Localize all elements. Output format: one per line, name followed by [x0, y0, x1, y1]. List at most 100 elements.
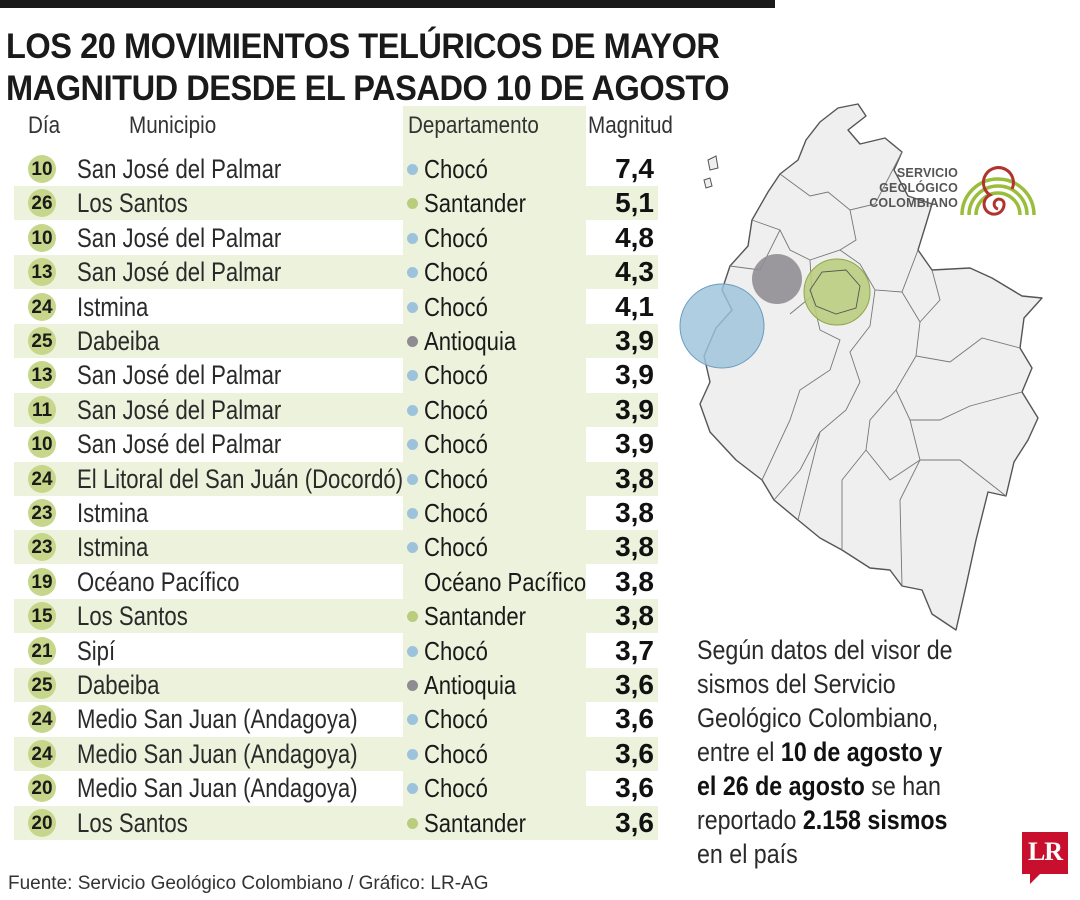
department-dot — [407, 611, 418, 623]
table-row: 23 Istmina Chocó 3,8 — [0, 496, 660, 530]
departamento-cell: Santander — [424, 807, 526, 838]
lr-logo-text: LR — [1027, 837, 1063, 866]
magnitud-cell: 5,1 — [615, 187, 654, 219]
column-header-municipio: Municipio — [129, 112, 217, 139]
day-badge: 24 — [28, 705, 56, 734]
colombia-map — [679, 103, 1043, 631]
department-dot — [407, 301, 418, 313]
magnitud-cell: 3,7 — [615, 634, 654, 666]
department-border-4 — [761, 295, 841, 481]
department-border-9 — [899, 419, 921, 587]
column-header-dia: Día — [28, 112, 61, 139]
department-dot — [407, 542, 418, 554]
table-row: 10 San José del Palmar Chocó 3,9 — [0, 427, 660, 461]
departamento-cell: Chocó — [424, 773, 488, 804]
row-stripe — [14, 530, 658, 565]
sgc-logo-line-1: SERVICIO — [896, 166, 958, 180]
magnitud-cell: 3,6 — [615, 703, 654, 735]
municipio-cell: Sipí — [77, 635, 116, 666]
day-badge: 13 — [28, 361, 56, 390]
day-badge: 13 — [28, 258, 56, 287]
municipio-cell: El Litoral del San Juán (Docordó) — [77, 463, 404, 494]
row-stripe — [14, 255, 658, 290]
magnitud-cell: 3,8 — [615, 462, 654, 494]
table-row: 24 Istmina Chocó 4,1 — [0, 290, 660, 324]
summary-note-text-1: Según datos del visor de sismos del Serv… — [697, 635, 953, 767]
magnitud-cell: 3,9 — [615, 359, 654, 391]
magnitud-cell: 3,6 — [615, 806, 654, 838]
departamento-cell: Chocó — [424, 704, 488, 735]
chart-title: LOS 20 MOVIMIENTOS TELÚRICOS DE MAYOR MA… — [6, 26, 750, 110]
summary-note-text-3: en el país — [697, 839, 798, 869]
row-stripe — [14, 461, 658, 496]
magnitud-cell: 4,3 — [615, 256, 654, 288]
choco-cluster-circle — [679, 283, 765, 369]
day-badge: 19 — [28, 567, 56, 596]
municipio-cell: San José del Palmar — [77, 394, 282, 425]
magnitud-cell: 3,6 — [615, 737, 654, 769]
chart-title-line-2: MAGNITUD DESDE EL PASADO 10 DE AGOSTO — [6, 69, 730, 108]
day-badge: 20 — [28, 808, 56, 837]
department-dot — [407, 783, 418, 795]
departamento-cell: Chocó — [424, 532, 488, 563]
day-badge: 25 — [28, 327, 56, 355]
day-badge: 10 — [28, 155, 56, 183]
day-badge: 15 — [28, 602, 56, 631]
departamento-cell: Antioquia — [424, 670, 517, 700]
island-san-andres — [707, 155, 719, 171]
municipio-cell: Dabeiba — [77, 670, 160, 700]
department-border-3 — [809, 249, 919, 293]
department-dot — [407, 370, 418, 382]
department-dot — [407, 439, 418, 451]
table-row: 20 Los Santos Santander 3,6 — [0, 805, 660, 840]
table-row: 13 San José del Palmar Chocó 3,9 — [0, 358, 660, 392]
day-badge: 10 — [28, 430, 56, 459]
departamento-cell: Chocó — [424, 360, 488, 391]
row-stripe — [14, 324, 658, 358]
column-header-magnitud: Magnitud — [588, 112, 673, 139]
department-dot — [407, 508, 418, 519]
day-badge: 11 — [28, 395, 56, 424]
magnitud-cell: 3,9 — [615, 325, 654, 356]
summary-note-text-2: se han reportado — [697, 771, 941, 835]
department-border-6 — [901, 291, 1021, 363]
day-badge: 10 — [28, 223, 56, 252]
municipio-cell: Los Santos — [77, 601, 188, 632]
departamento-cell: Santander — [424, 601, 526, 632]
table-row: 11 San José del Palmar Chocó 3,9 — [0, 392, 660, 427]
municipio-cell: San José del Palmar — [77, 222, 282, 253]
row-stripe — [14, 668, 658, 702]
municipio-cell: Los Santos — [77, 188, 188, 219]
sgc-logo-line-3: COLOMBIANO — [869, 196, 958, 210]
municipio-cell: Istmina — [77, 532, 149, 563]
municipio-cell: San José del Palmar — [77, 360, 282, 391]
department-border-10 — [920, 459, 1007, 497]
department-dot — [407, 817, 418, 829]
day-badge: 23 — [28, 499, 56, 527]
table-row: 21 Sipí Chocó 3,7 — [0, 634, 660, 668]
department-border-1 — [779, 151, 903, 211]
department-border-11 — [865, 449, 921, 481]
municipio-cell: San José del Palmar — [77, 257, 282, 288]
island-providencia — [703, 177, 713, 189]
departamento-cell: Chocó — [424, 291, 488, 322]
department-dot — [407, 645, 418, 657]
santander-outline-on-circle — [809, 269, 861, 315]
department-border-13 — [839, 209, 857, 251]
table-row: 10 San José del Palmar Chocó 4,8 — [0, 221, 660, 255]
department-dot — [407, 198, 418, 210]
day-badge: 21 — [28, 636, 56, 665]
magnitud-cell: 3,6 — [615, 772, 654, 804]
magnitud-cell: 3,6 — [615, 669, 654, 700]
department-dot — [407, 714, 418, 726]
sgc-logo-line-2: GEOLÓGICO — [879, 181, 958, 195]
day-badge: 24 — [28, 739, 56, 768]
table-row: 13 San José del Palmar Chocó 4,3 — [0, 255, 660, 290]
source-credit: Fuente: Servicio Geológico Colombiano / … — [8, 873, 489, 894]
municipio-cell: Dabeiba — [77, 326, 160, 356]
magnitud-cell: 3,8 — [615, 497, 654, 528]
departamento-cell: Océano Pacífico — [424, 566, 587, 597]
table-row: 23 Istmina Chocó 3,8 — [0, 530, 660, 565]
summary-note-dates: 10 de agosto y el 26 de agosto — [697, 737, 943, 801]
magnitud-cell: 7,4 — [615, 153, 654, 184]
